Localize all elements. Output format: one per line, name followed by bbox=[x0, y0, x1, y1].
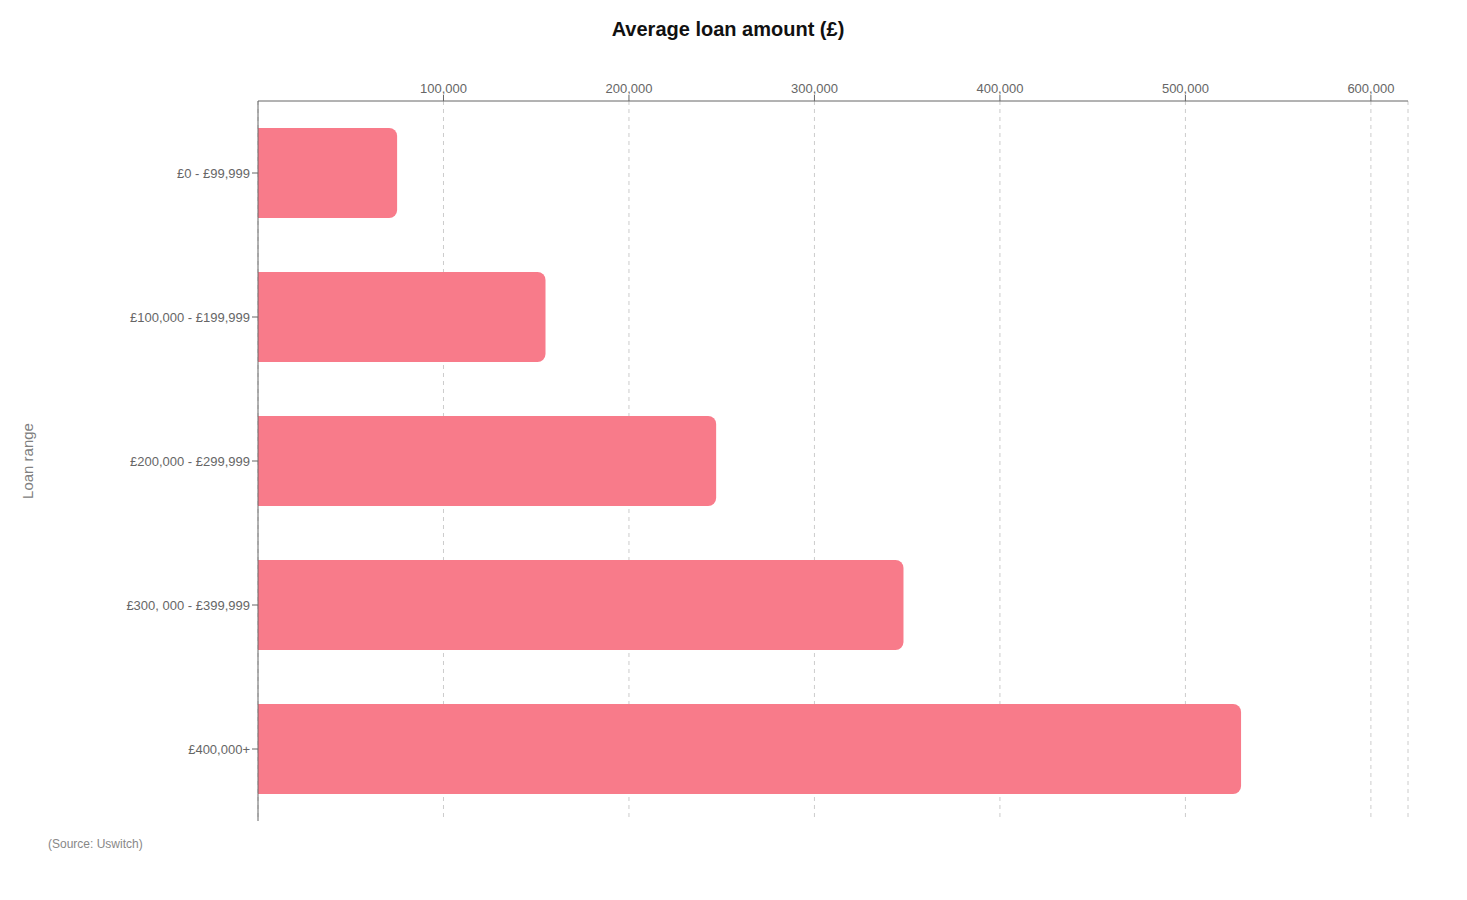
svg-text:500,000: 500,000 bbox=[1162, 81, 1209, 96]
svg-text:400,000: 400,000 bbox=[976, 81, 1023, 96]
svg-text:100,000: 100,000 bbox=[420, 81, 467, 96]
svg-text:600,000: 600,000 bbox=[1347, 81, 1394, 96]
svg-text:£200,000 - £299,999: £200,000 - £299,999 bbox=[130, 454, 250, 469]
svg-text:£300, 000 - £399,999: £300, 000 - £399,999 bbox=[126, 598, 250, 613]
html-text:Average loan amount (£): Average loan amount (£) bbox=[611, 18, 845, 40]
html-text:(Source: Uswitch): (Source: Uswitch) bbox=[48, 837, 143, 851]
svg-text:£0 - £99,999: £0 - £99,999 bbox=[177, 166, 250, 181]
svg-text:200,000: 200,000 bbox=[605, 81, 652, 96]
svg-text:Loan range: Loan range bbox=[19, 423, 36, 499]
svg-text:300,000: 300,000 bbox=[791, 81, 838, 96]
svg-text:£100,000 - £199,999: £100,000 - £199,999 bbox=[130, 310, 250, 325]
svg-text:£400,000+: £400,000+ bbox=[188, 742, 250, 757]
